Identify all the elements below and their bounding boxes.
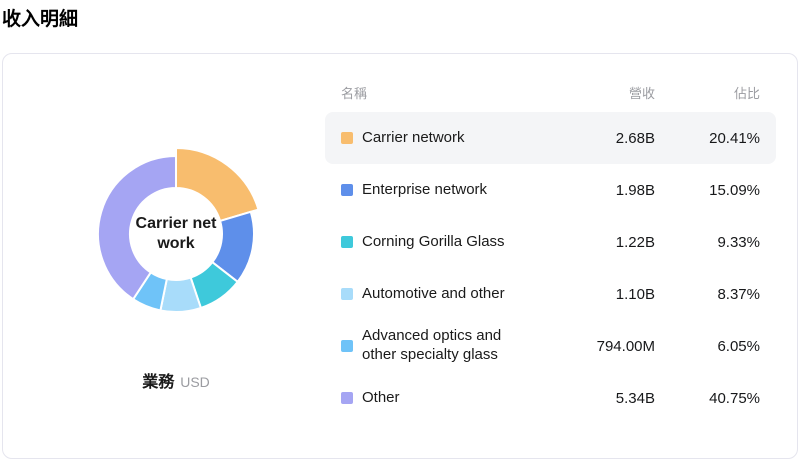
series-name: Automotive and other bbox=[362, 284, 505, 302]
dimension-label: 業務 bbox=[142, 374, 175, 391]
series-revenue: 794.00M bbox=[596, 337, 655, 355]
revenue-breakdown-card: Carrier net work 業務 USD 名稱 營收 佔比 Carrier … bbox=[2, 53, 798, 459]
series-revenue: 5.34B bbox=[615, 389, 655, 407]
donut-slice-0[interactable] bbox=[175, 147, 260, 222]
series-color-swatch bbox=[341, 392, 353, 404]
donut-center-label: Carrier net work bbox=[135, 215, 217, 252]
table-body: Carrier network 2.68B 20.41% Enterprise net… bbox=[325, 112, 776, 424]
donut-chart: Carrier net work bbox=[76, 134, 276, 334]
table-row[interactable]: Enterprise network 1.98B 15.09% bbox=[325, 164, 776, 216]
series-name-cell: Carrier network bbox=[341, 129, 545, 148]
series-revenue: 1.22B bbox=[615, 233, 655, 251]
series-name: Enterprise network bbox=[362, 180, 488, 198]
donut-slice-5[interactable] bbox=[97, 155, 177, 301]
table-header: 名稱 營收 佔比 bbox=[325, 80, 776, 104]
series-name-cell: Other bbox=[341, 389, 545, 408]
table-row[interactable]: Carrier network 2.68B 20.41% bbox=[325, 112, 776, 164]
series-revenue: 1.98B bbox=[615, 181, 655, 199]
series-table: 名稱 營收 佔比 Carrier network 2.68B 20.41% Enter… bbox=[325, 54, 797, 458]
series-name: Carrier network bbox=[362, 128, 465, 146]
chart-dimension-row: 業務 USD bbox=[15, 368, 337, 392]
page-title: 收入明細 bbox=[2, 9, 79, 30]
series-color-swatch bbox=[341, 184, 353, 196]
series-percent: 15.09% bbox=[709, 181, 760, 199]
table-row[interactable]: Other 5.34B 40.75% bbox=[325, 372, 776, 424]
series-name-cell: Advanced optics and other specialty glas… bbox=[341, 327, 545, 365]
series-percent: 8.37% bbox=[717, 285, 760, 303]
series-color-swatch bbox=[341, 236, 353, 248]
series-color-swatch bbox=[341, 288, 353, 300]
series-revenue: 2.68B bbox=[615, 129, 655, 147]
table-row[interactable]: Corning Gorilla Glass 1.22B 9.33% bbox=[325, 216, 776, 268]
series-color-swatch bbox=[341, 132, 353, 144]
chart-pane: Carrier net work 業務 USD bbox=[3, 54, 325, 458]
series-percent: 20.41% bbox=[709, 129, 760, 147]
series-name-cell: Automotive and other bbox=[341, 285, 545, 304]
series-revenue: 1.10B bbox=[615, 285, 655, 303]
series-name-cell: Enterprise network bbox=[341, 181, 545, 200]
currency-unit-label: USD bbox=[180, 374, 210, 390]
column-header-revenue: 營收 bbox=[628, 85, 655, 101]
table-row[interactable]: Advanced optics and other specialty glas… bbox=[325, 320, 776, 372]
donut-chart-svg bbox=[97, 147, 260, 313]
series-percent: 9.33% bbox=[717, 233, 760, 251]
series-percent: 6.05% bbox=[717, 337, 760, 355]
series-color-swatch bbox=[341, 340, 353, 352]
series-percent: 40.75% bbox=[709, 389, 760, 407]
series-name: Other bbox=[362, 388, 400, 406]
column-header-percent: 佔比 bbox=[733, 85, 760, 101]
series-name: Corning Gorilla Glass bbox=[362, 232, 505, 250]
table-row[interactable]: Automotive and other 1.10B 8.37% bbox=[325, 268, 776, 320]
series-name-cell: Corning Gorilla Glass bbox=[341, 233, 545, 252]
series-name: Advanced optics and other specialty glas… bbox=[362, 327, 502, 363]
column-header-name: 名稱 bbox=[341, 85, 368, 101]
